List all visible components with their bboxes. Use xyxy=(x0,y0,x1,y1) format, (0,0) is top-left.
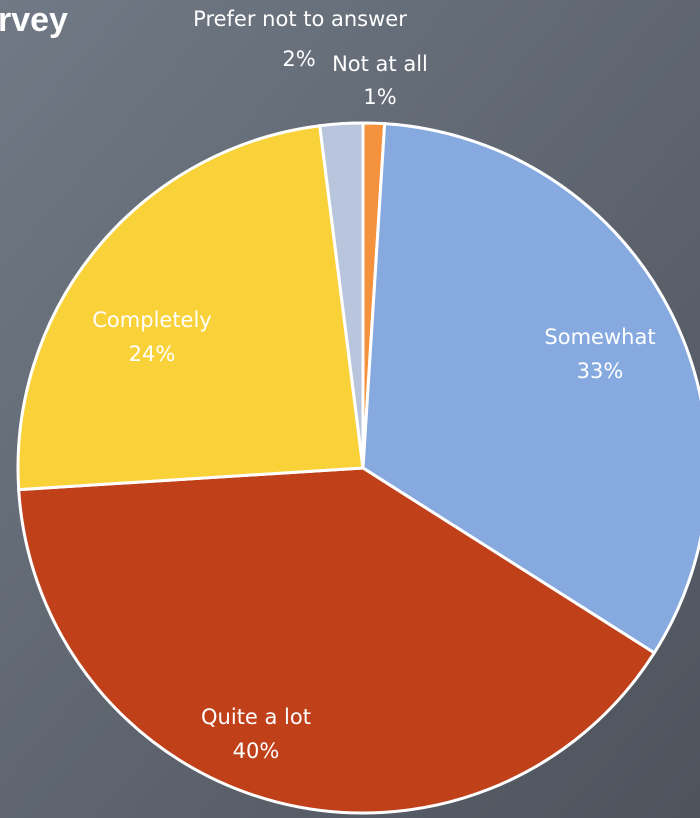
slice-value-label: 33% xyxy=(577,359,624,383)
slice-value-label: 24% xyxy=(129,342,176,366)
slice-label: Somewhat xyxy=(544,325,655,349)
slice-value-label: 40% xyxy=(233,739,280,763)
slice-label: Prefer not to answer xyxy=(193,7,407,31)
pie-slice xyxy=(17,466,657,815)
slice-value-label: 1% xyxy=(363,85,396,109)
slice-label: Completely xyxy=(92,308,211,332)
slice-value-label: 2% xyxy=(282,47,315,71)
pie-slice xyxy=(16,124,365,492)
pie-slice xyxy=(318,121,365,469)
slice-label: Not at all xyxy=(332,52,428,76)
chart-title: rvey xyxy=(0,1,68,39)
slice-label: Quite a lot xyxy=(201,705,311,729)
